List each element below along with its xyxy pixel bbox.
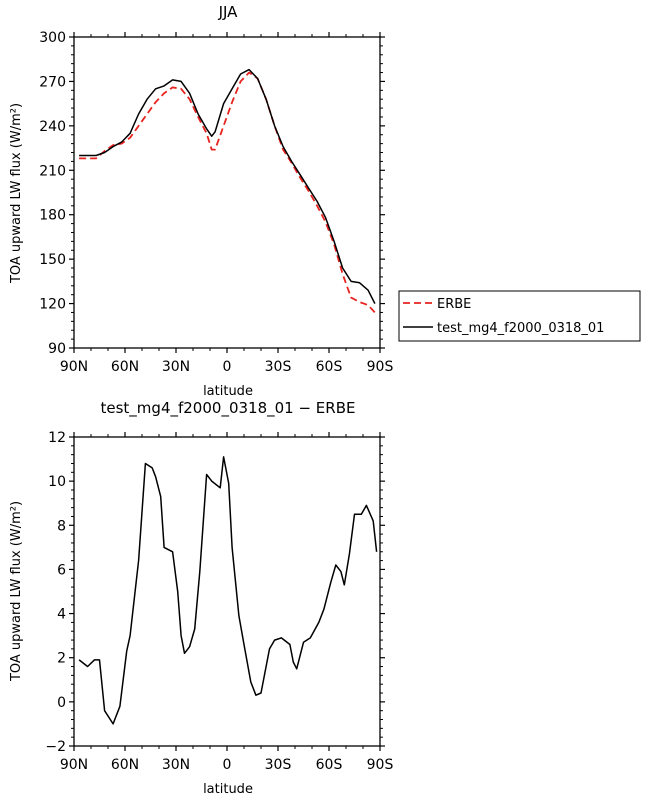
bottom-x-tick-label: 90S bbox=[367, 757, 394, 773]
top-x-tick-label: 90N bbox=[60, 359, 88, 375]
bottom-y-tick-label: −2 bbox=[45, 739, 66, 755]
top-x-tick-label: 0 bbox=[223, 359, 232, 375]
legend-label-erbe: ERBE bbox=[437, 297, 471, 312]
top-series-line-erbe bbox=[79, 71, 376, 314]
top-x-tick-label: 90S bbox=[367, 359, 394, 375]
top-x-tick-label: 60S bbox=[316, 359, 343, 375]
legend-box bbox=[398, 290, 641, 342]
bottom-chart-title: test_mg4_f2000_0318_01 − ERBE bbox=[101, 399, 356, 418]
top-x-tick-label: 60N bbox=[111, 359, 139, 375]
bottom-y-tick-label: 12 bbox=[48, 430, 66, 446]
top-y-tick-label: 180 bbox=[39, 208, 66, 224]
bottom-plot-frame bbox=[73, 436, 381, 747]
bottom-y-axis-label: TOA upward LW flux (W/m²) bbox=[9, 501, 24, 682]
legend: ERBE test_mg4_f2000_0318_01 bbox=[398, 290, 641, 342]
bottom-x-tick-label: 60S bbox=[316, 757, 343, 773]
bottom-y-tick-label: 0 bbox=[57, 695, 66, 711]
top-y-tick-label: 300 bbox=[39, 30, 66, 46]
top-y-tick-label: 240 bbox=[39, 119, 66, 135]
bottom-y-tick-label: 10 bbox=[48, 474, 66, 490]
top-y-tick-label: 120 bbox=[39, 297, 66, 313]
top-y-tick-label: 90 bbox=[48, 341, 66, 357]
top-y-axis-label: TOA upward LW flux (W/m²) bbox=[9, 103, 24, 284]
bottom-y-tick-label: 6 bbox=[57, 562, 66, 578]
top-series-line-test-mg4-f2000-0318-01 bbox=[79, 68, 376, 304]
top-y-tick-label: 270 bbox=[39, 74, 66, 90]
top-plot-frame bbox=[73, 36, 381, 349]
legend-label-model: test_mg4_f2000_0318_01 bbox=[437, 321, 604, 336]
bottom-x-axis-label: latitude bbox=[203, 782, 253, 797]
top-x-tick-label: 30S bbox=[265, 359, 292, 375]
top-x-axis-label: latitude bbox=[203, 384, 253, 399]
bottom-x-tick-label: 90N bbox=[60, 757, 88, 773]
bottom-x-tick-label: 30S bbox=[265, 757, 292, 773]
bottom-y-tick-label: 2 bbox=[57, 651, 66, 667]
bottom-y-tick-label: 8 bbox=[57, 518, 66, 534]
top-y-tick-label: 210 bbox=[39, 163, 66, 179]
bottom-x-tick-label: 0 bbox=[223, 757, 232, 773]
top-y-tick-label: 150 bbox=[39, 252, 66, 268]
top-chart-title: JJA bbox=[218, 3, 239, 21]
bottom-y-tick-label: 4 bbox=[57, 607, 66, 623]
bottom-series-line-difference bbox=[78, 456, 378, 725]
top-x-tick-label: 30N bbox=[162, 359, 190, 375]
bottom-x-tick-label: 60N bbox=[111, 757, 139, 773]
bottom-x-tick-label: 30N bbox=[162, 757, 190, 773]
